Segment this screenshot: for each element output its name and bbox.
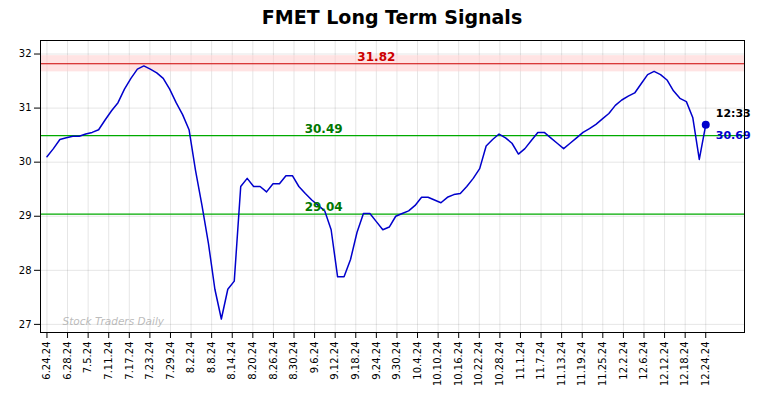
svg-text:7.23.24: 7.23.24 [144,342,155,380]
svg-text:9.24.24: 9.24.24 [371,342,382,380]
svg-text:30.69: 30.69 [716,129,751,142]
svg-text:8.8.24: 8.8.24 [206,342,217,374]
svg-text:8.2.24: 8.2.24 [185,342,196,374]
svg-text:7.11.24: 7.11.24 [103,342,114,380]
svg-text:7.29.24: 7.29.24 [165,342,176,380]
svg-text:10.10.24: 10.10.24 [432,342,443,387]
svg-text:8.30.24: 8.30.24 [288,342,299,380]
svg-text:Stock Traders Daily: Stock Traders Daily [63,315,165,327]
svg-text:12.2.24: 12.2.24 [618,342,629,380]
svg-text:11.19.24: 11.19.24 [576,342,587,387]
svg-text:28: 28 [19,265,32,276]
svg-text:8.14.24: 8.14.24 [226,342,237,380]
svg-text:8.26.24: 8.26.24 [268,342,279,380]
svg-text:29: 29 [19,210,32,221]
svg-text:31: 31 [19,102,32,113]
svg-text:11.7.24: 11.7.24 [535,342,546,380]
svg-text:7.17.24: 7.17.24 [124,342,135,380]
svg-text:11.25.24: 11.25.24 [597,342,608,387]
svg-text:9.30.24: 9.30.24 [391,342,402,380]
svg-text:12.12.24: 12.12.24 [659,342,670,387]
svg-text:27: 27 [19,319,32,330]
svg-text:6.28.24: 6.28.24 [62,342,73,380]
svg-text:32: 32 [19,48,32,59]
svg-text:12.18.24: 12.18.24 [679,342,690,387]
svg-text:12.6.24: 12.6.24 [638,342,649,380]
svg-text:31.82: 31.82 [357,50,395,64]
svg-text:30.49: 30.49 [305,122,343,136]
svg-text:9.18.24: 9.18.24 [350,342,361,380]
svg-text:10.22.24: 10.22.24 [473,342,484,387]
svg-text:12.24.24: 12.24.24 [700,342,711,387]
html-text:FMET Long Term Signals: FMET Long Term Signals [261,6,523,28]
svg-text:10.16.24: 10.16.24 [453,342,464,387]
svg-text:10.28.24: 10.28.24 [494,342,505,387]
svg-text:30: 30 [19,156,32,167]
svg-text:9.6.24: 9.6.24 [309,342,320,374]
svg-text:7.5.24: 7.5.24 [82,342,93,374]
svg-text:6.24.24: 6.24.24 [41,342,52,380]
svg-text:12:33: 12:33 [716,107,751,120]
svg-text:9.12.24: 9.12.24 [329,342,340,380]
svg-text:29.04: 29.04 [305,200,343,214]
svg-text:11.1.24: 11.1.24 [515,342,526,380]
svg-text:8.20.24: 8.20.24 [247,342,258,380]
svg-text:11.13.24: 11.13.24 [556,342,567,387]
svg-text:10.4.24: 10.4.24 [412,342,423,380]
